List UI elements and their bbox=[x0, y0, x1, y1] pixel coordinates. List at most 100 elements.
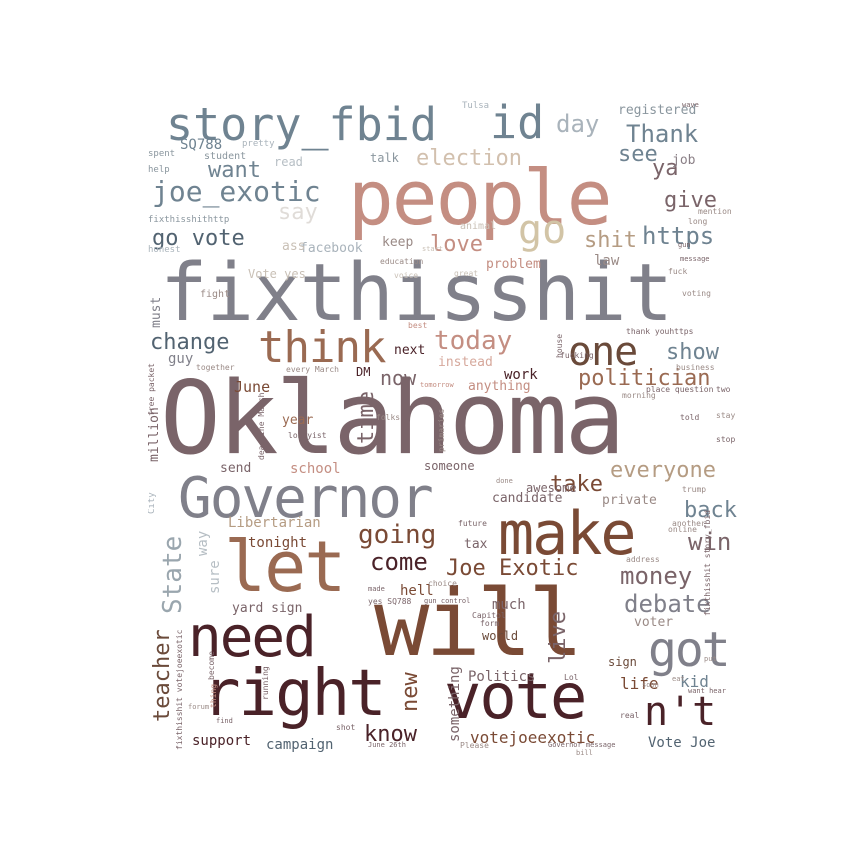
word-today: today bbox=[434, 326, 513, 356]
word-love: love bbox=[430, 232, 483, 257]
word-hell: hell bbox=[400, 583, 434, 599]
word-want-hear: want hear bbox=[688, 687, 726, 695]
word-lol: Lol bbox=[564, 673, 579, 682]
word-candidate: candidate bbox=[492, 491, 563, 506]
word-please: Please bbox=[460, 741, 489, 750]
word-together: together bbox=[196, 363, 235, 372]
word-campaign: campaign bbox=[266, 737, 334, 753]
word-let: let bbox=[224, 526, 346, 608]
word-instead: instead bbox=[438, 355, 493, 370]
word-voter: voter bbox=[634, 615, 674, 630]
word-world: world bbox=[482, 629, 519, 643]
word-help: help bbox=[148, 165, 170, 175]
word-thank-you: thank youhttps bbox=[626, 327, 694, 336]
word-facebook: facebook bbox=[300, 241, 363, 256]
word-soon: soon bbox=[642, 681, 659, 689]
word-bill: bill bbox=[576, 749, 593, 757]
word-june-26th: June 26th bbox=[368, 741, 406, 749]
word-stay: stay bbox=[716, 411, 736, 420]
word-tax: tax bbox=[464, 537, 488, 552]
word-go: go bbox=[518, 207, 567, 253]
word-shit: shit bbox=[584, 228, 637, 253]
word-best: best bbox=[408, 321, 428, 330]
word-trump: trump bbox=[682, 485, 707, 494]
word-animal: animal bbox=[460, 221, 497, 232]
word-thank: Thank bbox=[626, 120, 699, 148]
word-people: people bbox=[348, 153, 613, 242]
word-online: online bbox=[668, 525, 697, 534]
word-way: way bbox=[195, 530, 211, 556]
word-come: come bbox=[370, 548, 428, 576]
word-going: going bbox=[358, 520, 437, 550]
word-yes-sq788: yes SQ788 bbox=[368, 597, 412, 606]
word-make: make bbox=[498, 499, 636, 569]
word-problem: problem bbox=[486, 257, 541, 272]
word-talk: talk bbox=[370, 151, 399, 165]
word-right: right bbox=[202, 657, 387, 731]
word-pretty: pretty bbox=[242, 139, 275, 149]
word-june: June bbox=[234, 378, 271, 396]
word-joe-exotic-name: Joe Exotic bbox=[446, 556, 579, 581]
word-primaries: primaries bbox=[437, 408, 446, 452]
word-running: running bbox=[261, 666, 270, 700]
word-lobbyist: lobbyist bbox=[288, 431, 327, 440]
word-find: find bbox=[216, 717, 233, 725]
word-one: one bbox=[568, 329, 638, 375]
word-vote: vote bbox=[444, 660, 587, 733]
word-say: say bbox=[278, 200, 318, 225]
word-libertarian: Libertarian bbox=[228, 515, 321, 531]
word-know: know bbox=[364, 722, 417, 747]
word-live: live bbox=[546, 611, 571, 664]
word-folks: folks bbox=[376, 413, 401, 422]
word-ya: ya bbox=[652, 156, 679, 181]
word-want: want bbox=[208, 158, 261, 183]
word-oklahoma: Oklahoma bbox=[160, 359, 625, 477]
word-great: great bbox=[454, 269, 479, 278]
word-election: election bbox=[416, 146, 522, 171]
word-message: message bbox=[680, 255, 710, 263]
word-next: next bbox=[394, 343, 426, 358]
word-become: become bbox=[207, 651, 216, 680]
word-choice: choice bbox=[428, 579, 457, 588]
word-wave: wave bbox=[682, 101, 699, 109]
word-thing: thing bbox=[209, 683, 218, 708]
word-time: time bbox=[354, 391, 379, 444]
word-form: form bbox=[480, 619, 500, 628]
word-deadline: deadline March bbox=[257, 392, 266, 460]
word-business: business bbox=[676, 363, 715, 372]
word-work: work bbox=[504, 367, 538, 383]
word-start: start bbox=[422, 245, 444, 253]
word-must: must bbox=[149, 296, 164, 328]
word-votejoeexotic: votejoeexotic bbox=[470, 728, 596, 747]
word-keep: keep bbox=[382, 235, 414, 250]
word-fixthisshithttp: fixthisshithttp bbox=[148, 215, 230, 225]
word-another: another bbox=[672, 519, 706, 528]
word-give: give bbox=[664, 188, 717, 213]
word-gun: gun bbox=[678, 241, 691, 249]
word-back: back bbox=[684, 498, 737, 523]
word-politics: Politics bbox=[468, 669, 536, 685]
word-now: now bbox=[380, 366, 417, 390]
word-governor-message: Governor message bbox=[548, 741, 616, 749]
word-see: see bbox=[618, 142, 658, 167]
word-year: year bbox=[282, 413, 314, 428]
word-state: State bbox=[158, 535, 188, 614]
word-got: got bbox=[648, 622, 731, 678]
word-dm: DM bbox=[356, 365, 371, 379]
word-address: address bbox=[626, 555, 660, 564]
word-school: school bbox=[290, 461, 341, 477]
word-day: day bbox=[556, 110, 600, 138]
word-law: law bbox=[594, 253, 620, 269]
word-eat: eat bbox=[672, 675, 685, 683]
word-will: will bbox=[374, 570, 584, 677]
word-private: private bbox=[602, 493, 657, 508]
word-house: house bbox=[555, 333, 564, 358]
word-sign: sign bbox=[608, 655, 637, 669]
word-honest: honest bbox=[148, 245, 181, 255]
word-support: support bbox=[192, 733, 252, 749]
word-voice: voice bbox=[394, 271, 419, 280]
word-fuck: fuck bbox=[668, 267, 688, 276]
word-go-vote: go vote bbox=[152, 226, 245, 251]
word-every-march: every March bbox=[286, 365, 339, 374]
word-forum: forum bbox=[188, 703, 210, 711]
